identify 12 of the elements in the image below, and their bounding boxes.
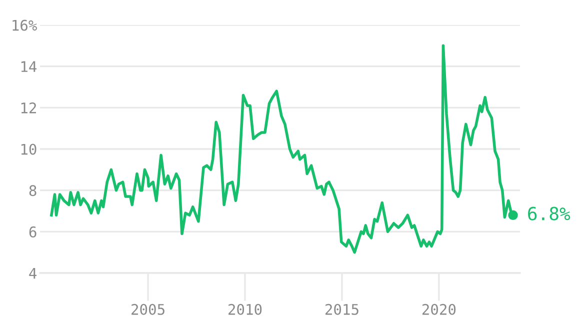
y-tick-label: 16% (12, 20, 37, 31)
y-tick-label: 12 (21, 102, 36, 114)
y-tick-label: 4 (29, 268, 37, 279)
y-tick-label: 6 (29, 226, 36, 238)
x-tick-label: 2010 (228, 304, 262, 315)
x-tick-label: 2020 (422, 304, 456, 315)
y-tick-label: 8 (29, 185, 36, 196)
y-tick-label: 14 (21, 61, 37, 72)
annotation: 6.8% (528, 206, 570, 220)
y-tick-label: 10 (21, 144, 36, 155)
x-tick-label: 2015 (325, 304, 358, 315)
x-tick-label: 2005 (132, 304, 164, 315)
